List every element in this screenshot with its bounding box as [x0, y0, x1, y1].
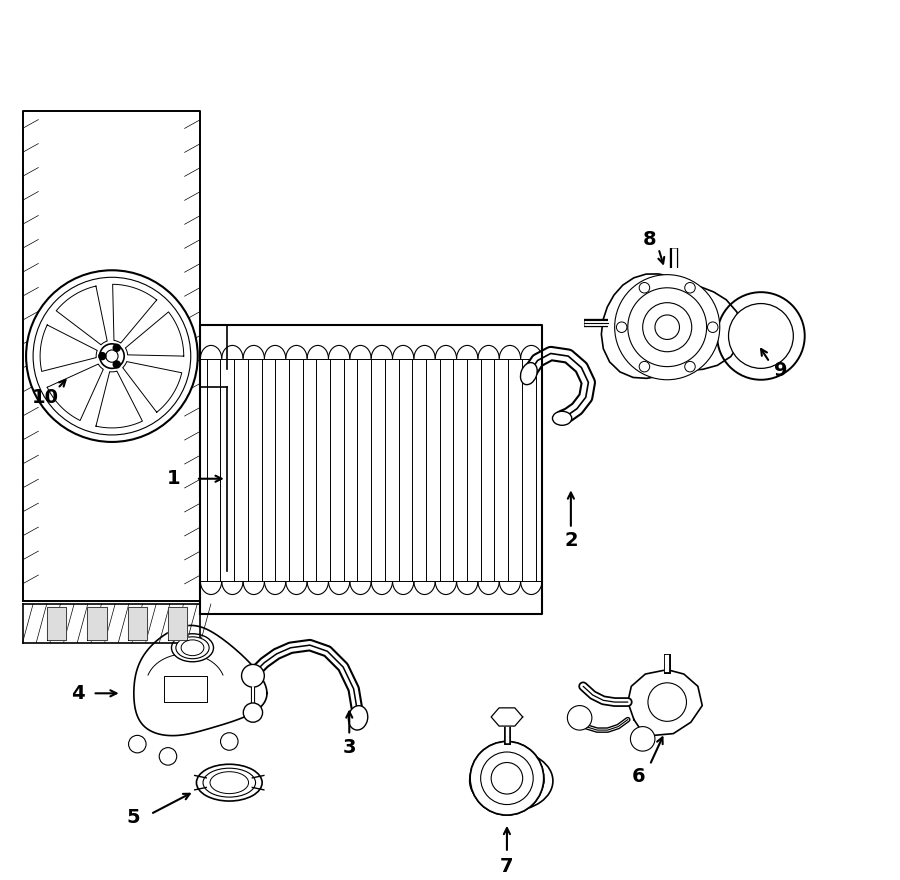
- Circle shape: [643, 303, 692, 352]
- Text: 10: 10: [32, 388, 58, 407]
- Polygon shape: [122, 362, 182, 412]
- Text: 1: 1: [167, 469, 181, 488]
- Polygon shape: [96, 371, 142, 428]
- Polygon shape: [22, 604, 201, 642]
- Ellipse shape: [553, 411, 572, 425]
- Text: 3: 3: [343, 738, 356, 757]
- Circle shape: [717, 292, 805, 380]
- Polygon shape: [47, 364, 104, 421]
- Text: 7: 7: [500, 857, 514, 876]
- Polygon shape: [87, 606, 107, 640]
- Circle shape: [159, 748, 176, 765]
- Circle shape: [728, 304, 793, 369]
- Text: 4: 4: [71, 684, 85, 703]
- Text: 9: 9: [774, 362, 788, 380]
- Ellipse shape: [348, 706, 368, 730]
- Text: 2: 2: [564, 531, 578, 549]
- Circle shape: [243, 703, 263, 722]
- Polygon shape: [125, 312, 184, 356]
- Circle shape: [33, 277, 191, 435]
- Polygon shape: [47, 606, 67, 640]
- Circle shape: [639, 282, 650, 293]
- Ellipse shape: [479, 759, 544, 803]
- Polygon shape: [168, 606, 187, 640]
- Circle shape: [129, 736, 146, 753]
- Ellipse shape: [172, 634, 213, 662]
- Text: 6: 6: [632, 767, 645, 786]
- Circle shape: [481, 752, 533, 804]
- Circle shape: [707, 322, 718, 333]
- Circle shape: [630, 727, 655, 752]
- Circle shape: [106, 350, 118, 363]
- Circle shape: [113, 361, 121, 368]
- Circle shape: [648, 683, 687, 722]
- Ellipse shape: [203, 768, 256, 797]
- Polygon shape: [628, 670, 702, 736]
- Circle shape: [615, 275, 720, 380]
- Circle shape: [567, 706, 592, 730]
- Text: 8: 8: [643, 231, 656, 249]
- Circle shape: [628, 288, 706, 367]
- Circle shape: [100, 344, 124, 369]
- Circle shape: [26, 270, 198, 442]
- Circle shape: [470, 742, 544, 815]
- Polygon shape: [201, 326, 542, 614]
- Circle shape: [113, 344, 121, 351]
- Polygon shape: [40, 325, 97, 371]
- Polygon shape: [601, 274, 742, 378]
- Circle shape: [655, 315, 680, 340]
- Circle shape: [220, 733, 238, 751]
- Ellipse shape: [181, 640, 204, 656]
- Circle shape: [639, 362, 650, 372]
- Circle shape: [616, 322, 627, 333]
- Ellipse shape: [176, 637, 209, 659]
- Text: 5: 5: [126, 808, 140, 827]
- Circle shape: [685, 362, 695, 372]
- Ellipse shape: [196, 764, 262, 801]
- Circle shape: [685, 282, 695, 293]
- Circle shape: [490, 760, 525, 796]
- Circle shape: [479, 751, 535, 806]
- Circle shape: [470, 742, 544, 815]
- Polygon shape: [128, 606, 147, 640]
- Ellipse shape: [470, 752, 553, 810]
- Polygon shape: [56, 286, 107, 345]
- Polygon shape: [22, 111, 201, 601]
- Ellipse shape: [210, 772, 248, 794]
- Circle shape: [491, 762, 523, 794]
- Circle shape: [99, 353, 106, 360]
- Ellipse shape: [520, 363, 537, 385]
- Polygon shape: [134, 626, 267, 736]
- Polygon shape: [112, 284, 157, 343]
- Circle shape: [241, 664, 265, 687]
- Polygon shape: [491, 708, 523, 726]
